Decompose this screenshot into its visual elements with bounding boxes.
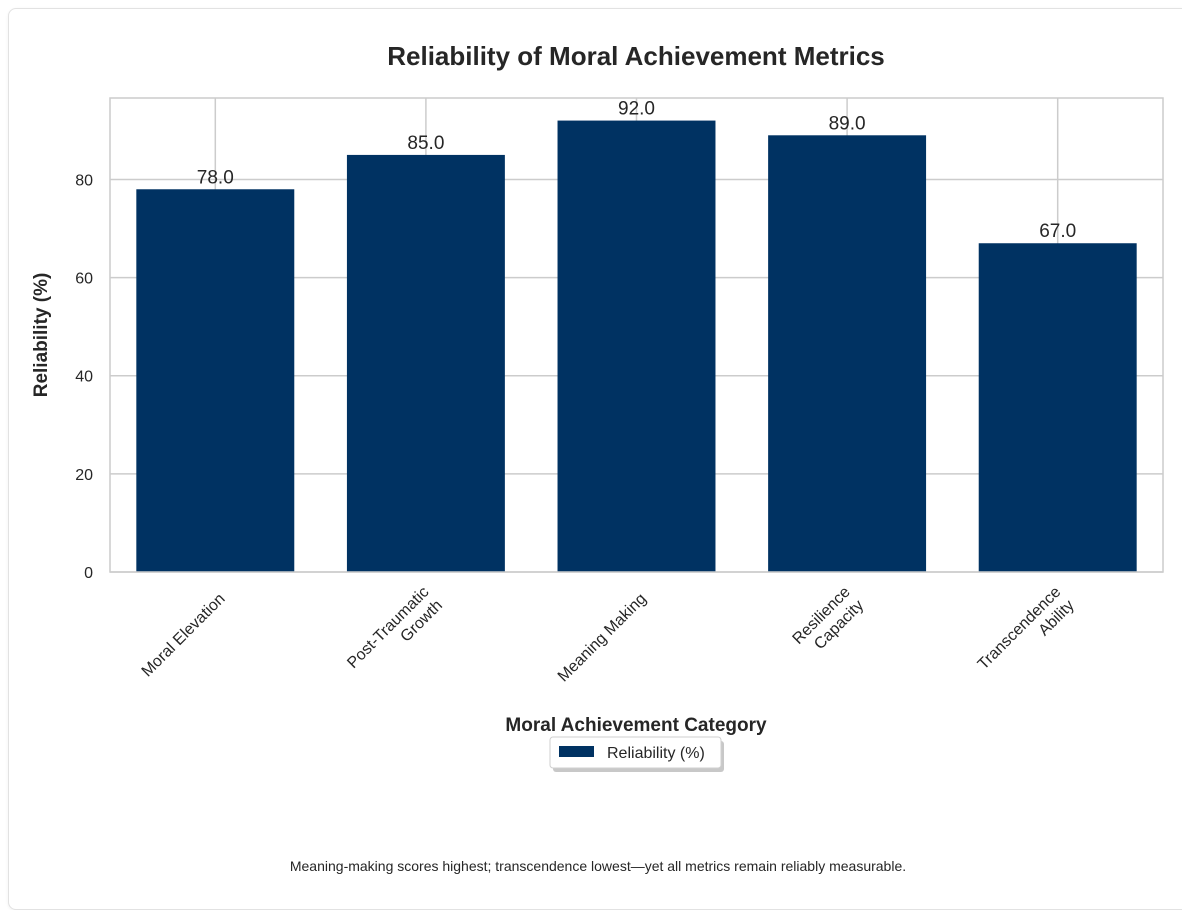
x-tick-label: ResilienceCapacity	[790, 584, 868, 662]
legend-swatch	[559, 746, 594, 757]
legend: Reliability (%)	[549, 736, 724, 772]
y-tick-label: 80	[75, 172, 93, 189]
x-tick-label: TranscendenceAbility	[975, 584, 1078, 687]
legend-box	[549, 736, 722, 769]
data-label: 85.0	[407, 133, 444, 154]
bar	[768, 135, 927, 572]
bars	[136, 120, 1137, 573]
bar	[136, 189, 295, 572]
y-tick-label: 60	[75, 271, 93, 288]
bar	[978, 243, 1137, 572]
y-axis-ticks: 0 20 40 60 80	[75, 172, 93, 582]
x-tick-label: Moral Elevation	[139, 590, 229, 680]
bar	[557, 120, 716, 573]
plot-frame	[109, 97, 1164, 573]
y-tick-label: 20	[75, 467, 93, 484]
x-tick-label: Meaning Making	[555, 590, 650, 685]
data-label: 78.0	[197, 167, 234, 188]
data-label: 92.0	[618, 99, 655, 120]
chart-caption: Meaning-making scores highest; transcend…	[289, 858, 907, 874]
y-tick-label: 0	[84, 565, 93, 582]
chart-title: Reliability of Moral Achievement Metrics	[387, 41, 885, 71]
y-axis-label: Reliability (%)	[31, 273, 52, 398]
bar	[346, 154, 505, 572]
data-label: 67.0	[1039, 221, 1076, 242]
x-axis-ticks: Moral Elevation Post-TraumaticGrowth Meani…	[139, 584, 1078, 687]
x-tick-label: Post-TraumaticGrowth	[344, 584, 446, 686]
data-label: 89.0	[829, 113, 866, 134]
y-tick-label: 40	[75, 369, 93, 386]
x-axis-label: Moral Achievement Category	[505, 715, 767, 736]
legend-label: Reliability (%)	[607, 745, 705, 762]
data-labels: 78.0 85.0 92.0 89.0 67.0	[197, 99, 1076, 243]
